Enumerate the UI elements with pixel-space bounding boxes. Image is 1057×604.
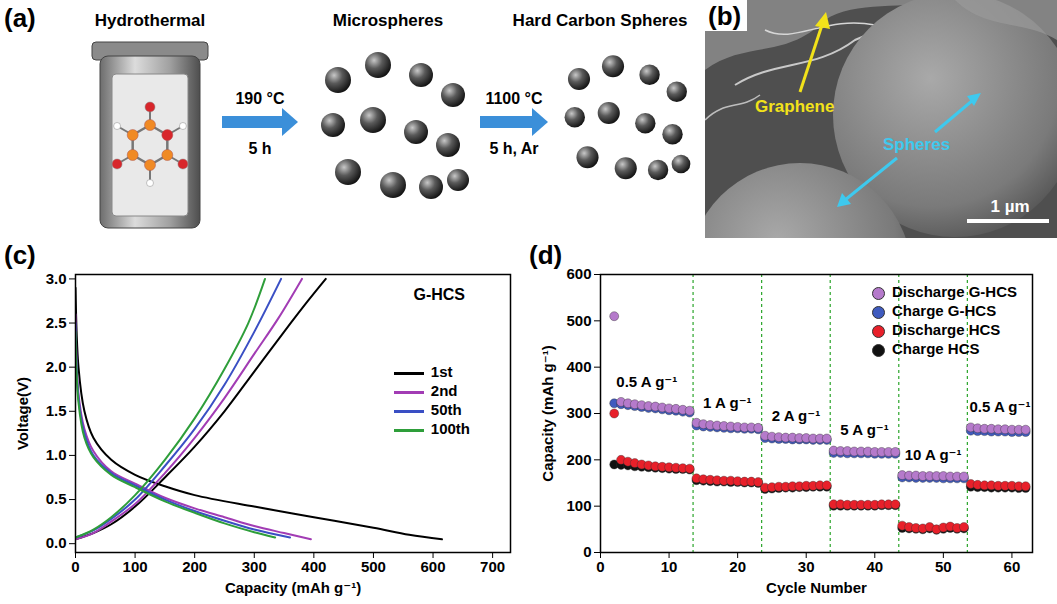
svg-text:0: 0 — [583, 543, 591, 560]
svg-text:Hydrothermal: Hydrothermal — [95, 11, 206, 30]
svg-text:600: 600 — [566, 265, 591, 282]
svg-text:1100 °C: 1100 °C — [485, 90, 543, 107]
svg-text:10 A g⁻¹: 10 A g⁻¹ — [905, 446, 962, 463]
svg-text:0: 0 — [596, 558, 604, 575]
svg-text:300: 300 — [242, 558, 267, 575]
svg-text:2 A g⁻¹: 2 A g⁻¹ — [772, 407, 820, 424]
svg-text:5 h, Ar: 5 h, Ar — [489, 140, 538, 157]
svg-text:0.5 A g⁻¹: 0.5 A g⁻¹ — [616, 373, 677, 390]
svg-text:400: 400 — [301, 558, 326, 575]
svg-text:100: 100 — [123, 558, 148, 575]
svg-text:200: 200 — [566, 451, 591, 468]
svg-text:600: 600 — [421, 558, 446, 575]
svg-text:700: 700 — [480, 558, 505, 575]
svg-text:1.5: 1.5 — [46, 402, 67, 419]
svg-text:Cycle Number: Cycle Number — [766, 579, 867, 596]
svg-text:400: 400 — [566, 358, 591, 375]
html-text:Charge G-HCS: Charge G-HCS — [892, 302, 997, 319]
html-text:Discharge G-HCS: Discharge G-HCS — [892, 283, 1017, 300]
svg-text:2.5: 2.5 — [46, 314, 67, 331]
svg-text:Capacity (mAh g⁻¹): Capacity (mAh g⁻¹) — [539, 345, 556, 481]
svg-text:(a): (a) — [4, 3, 36, 33]
svg-text:1 A g⁻¹: 1 A g⁻¹ — [703, 394, 751, 411]
svg-text:40: 40 — [866, 558, 883, 575]
svg-text:5 h: 5 h — [248, 140, 271, 157]
svg-text:Hard Carbon Spheres: Hard Carbon Spheres — [513, 11, 688, 30]
svg-text:1 µm: 1 µm — [990, 197, 1029, 216]
html-text:Discharge HCS: Discharge HCS — [892, 321, 1001, 338]
svg-text:0.0: 0.0 — [46, 534, 67, 551]
svg-text:0: 0 — [71, 558, 79, 575]
svg-text:500: 500 — [566, 312, 591, 329]
svg-text:0.5: 0.5 — [46, 490, 67, 507]
svg-text:30: 30 — [798, 558, 815, 575]
svg-text:500: 500 — [361, 558, 386, 575]
html-text:100th: 100th — [430, 420, 470, 437]
svg-text:60: 60 — [1004, 558, 1021, 575]
svg-text:5 A g⁻¹: 5 A g⁻¹ — [840, 421, 888, 438]
svg-text:200: 200 — [182, 558, 207, 575]
svg-text:10: 10 — [661, 558, 678, 575]
html-text:Charge HCS: Charge HCS — [892, 340, 980, 357]
html-text:1st: 1st — [430, 363, 453, 380]
svg-text:20: 20 — [729, 558, 746, 575]
html-text:(c): (c) — [4, 240, 36, 270]
svg-text:190 °C: 190 °C — [235, 90, 285, 107]
svg-text:0.5 A g⁻¹: 0.5 A g⁻¹ — [969, 398, 1030, 415]
svg-text:50: 50 — [935, 558, 952, 575]
html-text:G-HCS: G-HCS — [413, 286, 465, 303]
svg-text:3.0: 3.0 — [46, 270, 67, 287]
svg-text:Graphene: Graphene — [755, 97, 834, 116]
svg-text:(b): (b) — [708, 1, 741, 31]
html-text:2nd: 2nd — [430, 382, 458, 399]
svg-text:Microspheres: Microspheres — [333, 11, 444, 30]
html-text:(d): (d) — [529, 240, 563, 270]
svg-text:Spheres: Spheres — [883, 135, 950, 154]
svg-text:300: 300 — [566, 404, 591, 421]
svg-text:Capacity (mAh g⁻¹): Capacity (mAh g⁻¹) — [225, 579, 361, 596]
svg-text:1.0: 1.0 — [46, 446, 67, 463]
svg-text:Voltage(V): Voltage(V) — [14, 377, 31, 450]
html-text:50th: 50th — [430, 401, 462, 418]
svg-text:100: 100 — [566, 497, 591, 514]
svg-text:2.0: 2.0 — [46, 358, 67, 375]
